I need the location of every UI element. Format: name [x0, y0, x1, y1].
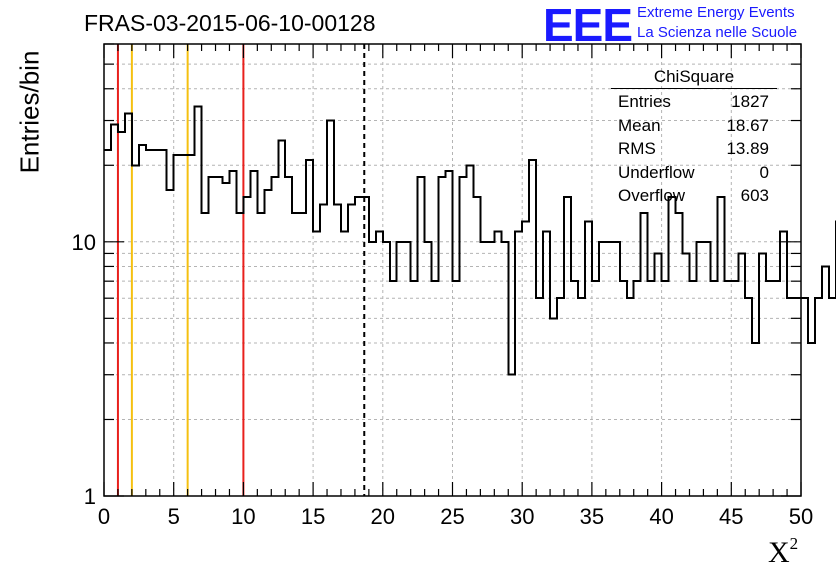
stats-value: 0: [759, 162, 769, 182]
stats-value: 1827: [731, 92, 769, 111]
eee-logo: EEE: [543, 0, 633, 51]
reference-lines: [116, 44, 366, 496]
y-axis-label: Entries/bin: [14, 50, 45, 174]
y-tick-label: 1: [84, 484, 96, 509]
x-axis-label-text: X: [768, 536, 790, 569]
stats-row-entries: Entries 1827: [611, 90, 777, 114]
x-axis-label-superscript: 2: [789, 534, 799, 553]
logo-caption-line2: La Scienza nelle Scuole: [637, 24, 798, 41]
stats-row-rms: RMS 13.89: [611, 137, 777, 161]
x-tick-label: 0: [98, 504, 110, 529]
x-tick-label: 10: [231, 504, 255, 529]
stats-row-overflow: Overflow 603: [611, 184, 777, 208]
stats-label: Entries: [618, 92, 671, 111]
x-tick-label: 20: [371, 504, 395, 529]
x-tick-label: 5: [168, 504, 180, 529]
stats-label: Mean: [618, 115, 661, 135]
axis-ticks: [103, 43, 802, 497]
stats-label: Overflow: [618, 186, 686, 205]
run-title: FRAS-03-2015-06-10-00128: [84, 10, 376, 36]
x-tick-label: 40: [649, 504, 673, 529]
x-axis-label: X2: [768, 534, 798, 570]
stats-label: RMS: [618, 139, 656, 158]
stats-divider: [611, 88, 777, 89]
histogram-series: [104, 105, 836, 376]
x-tick-label: 30: [510, 504, 534, 529]
stats-title: ChiSquare: [653, 67, 735, 86]
stats-row-underflow: Underflow 0: [611, 161, 777, 185]
stats-value: 18.67: [726, 115, 769, 135]
x-tick-label: 25: [440, 504, 464, 529]
logo-caption: Extreme Energy Events La Scienza nelle S…: [637, 3, 797, 43]
stats-value: 13.89: [726, 139, 769, 158]
stats-label: Underflow: [618, 162, 695, 182]
x-tick-label: 50: [789, 504, 813, 529]
x-tick-label: 35: [580, 504, 604, 529]
y-tick-label: 10: [72, 230, 96, 255]
stats-value: 603: [740, 186, 769, 205]
x-tick-label: 15: [301, 504, 325, 529]
stats-box: ChiSquare Entries 1827 Mean 18.67 RMS 13…: [611, 66, 777, 208]
histogram-outline: [104, 105, 836, 376]
tick-labels: 0 5 10 15 20 25 30 35 40 45 50 1 10: [72, 230, 814, 529]
stats-row-mean: Mean 18.67: [611, 114, 777, 138]
x-tick-label: 45: [719, 504, 743, 529]
logo-caption-line1: Extreme Energy Events: [637, 4, 795, 21]
